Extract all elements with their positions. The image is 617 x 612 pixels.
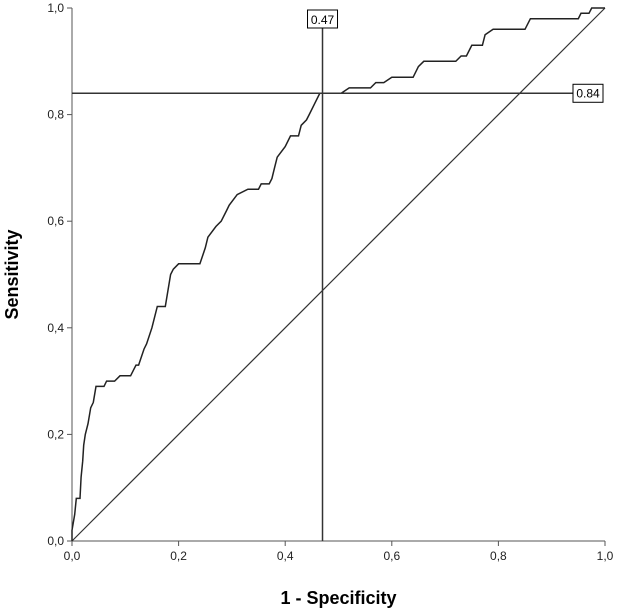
y-tick-label: 1,0 xyxy=(47,1,64,15)
y-tick-label: 0,8 xyxy=(47,108,64,122)
cutoff-x-label: 0.47 xyxy=(311,13,335,27)
ticks: 0,0 0,2 0,4 0,6 0,8 1,0 0,0 0,2 0,4 0,6 0,8 1,0 xyxy=(47,1,613,563)
x-tick-label: 0,0 xyxy=(64,549,81,563)
cutoff-x-label-box: 0.47 xyxy=(307,9,339,29)
x-tick-label: 0,4 xyxy=(277,549,294,563)
y-tick-label: 0,4 xyxy=(47,321,64,335)
axes xyxy=(71,8,605,542)
x-tick-label: 0,8 xyxy=(490,549,507,563)
y-axis-title: Sensitivity xyxy=(2,229,22,319)
x-tick-label: 0,6 xyxy=(383,549,400,563)
y-tick-label: 0,2 xyxy=(47,427,64,441)
y-tick-label: 0,0 xyxy=(47,534,64,548)
y-tick-label: 0,6 xyxy=(47,214,64,228)
x-tick-label: 1,0 xyxy=(597,549,614,563)
x-axis-title: 1 - Specificity xyxy=(280,588,396,608)
cutoff-y-label-box: 0.84 xyxy=(572,83,604,103)
roc-curve-line xyxy=(71,7,605,541)
x-tick-label: 0,2 xyxy=(170,549,187,563)
cutoff-y-label: 0.84 xyxy=(576,86,600,100)
reference-diagonal-line xyxy=(71,7,606,542)
